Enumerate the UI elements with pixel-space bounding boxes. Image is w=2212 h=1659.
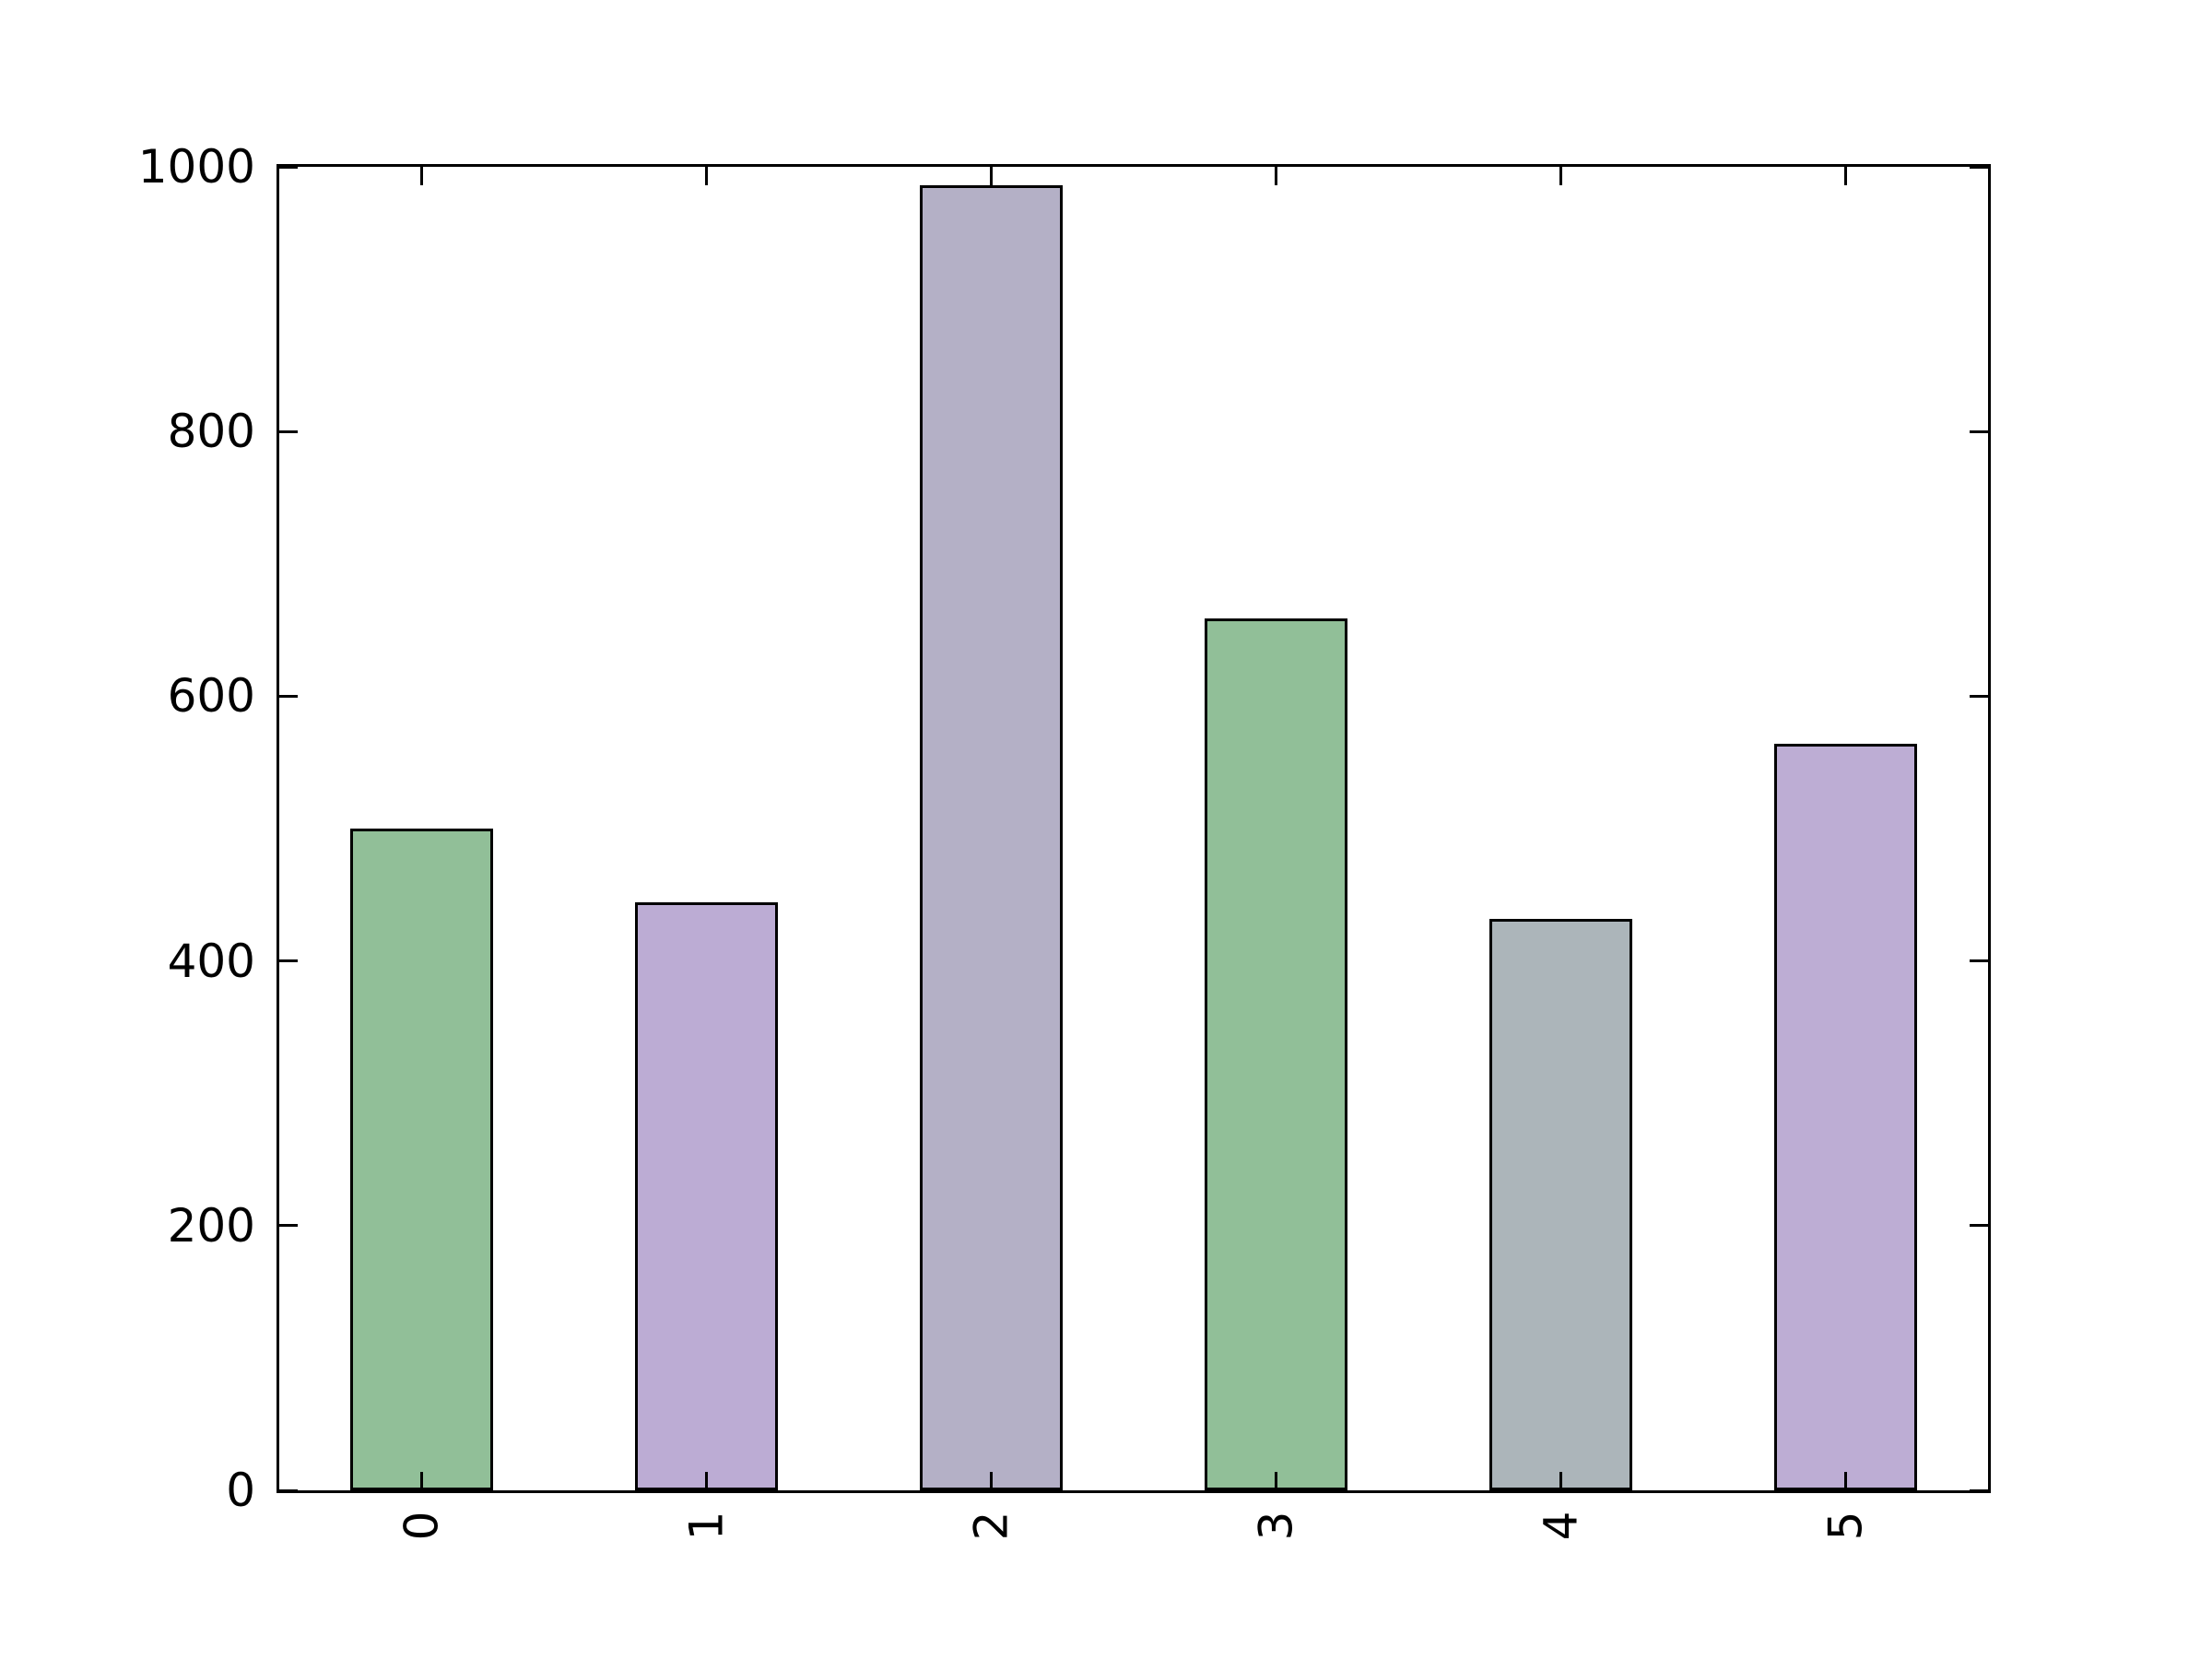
y-axis-tick-right: [1970, 165, 1988, 169]
x-tick-label: 4: [1524, 1488, 1598, 1562]
y-tick-label: 1000: [137, 140, 255, 194]
y-axis-tick-left: [279, 165, 298, 169]
plot-area: [276, 164, 1991, 1493]
y-axis-tick-right: [1970, 959, 1988, 963]
y-axis-tick-left: [279, 1488, 298, 1492]
y-tick-label: 800: [167, 405, 255, 459]
x-tick-label: 1: [670, 1488, 744, 1562]
bar-5: [1774, 744, 1917, 1490]
y-axis-tick-left: [279, 429, 298, 433]
bar-2: [920, 185, 1063, 1490]
y-axis-tick-right: [1970, 1224, 1988, 1228]
x-axis-tick-bottom: [1275, 1472, 1277, 1490]
x-tick-label: 2: [955, 1488, 1029, 1562]
bar-3: [1205, 618, 1347, 1490]
x-axis-tick-top: [420, 167, 423, 185]
bar-4: [1489, 919, 1632, 1490]
x-axis-tick-top: [705, 167, 708, 185]
y-tick-label: 200: [167, 1198, 255, 1253]
x-axis-tick-top: [1275, 167, 1277, 185]
y-axis-tick-left: [279, 694, 298, 698]
x-tick-label-text: 0: [394, 1511, 448, 1540]
x-axis-tick-bottom: [990, 1472, 993, 1490]
bar-1: [635, 902, 778, 1490]
x-tick-label: 0: [385, 1488, 459, 1562]
y-axis-tick-right: [1970, 1488, 1988, 1492]
x-tick-label-text: 1: [679, 1511, 733, 1540]
x-tick-label-text: 5: [1818, 1511, 1872, 1540]
y-axis-tick-right: [1970, 694, 1988, 698]
y-tick-label: 400: [167, 934, 255, 988]
x-tick-label: 3: [1240, 1488, 1313, 1562]
x-axis-tick-top: [990, 167, 993, 185]
y-axis-tick-left: [279, 1224, 298, 1228]
x-axis-tick-bottom: [1559, 1472, 1562, 1490]
bar-0: [350, 829, 493, 1490]
x-tick-label-text: 2: [964, 1511, 1018, 1540]
x-axis-tick-bottom: [705, 1472, 708, 1490]
x-axis-tick-top: [1559, 167, 1562, 185]
y-axis-tick-right: [1970, 429, 1988, 433]
y-tick-label: 0: [226, 1464, 255, 1517]
x-axis-tick-top: [1844, 167, 1847, 185]
x-axis-tick-bottom: [420, 1472, 423, 1490]
x-tick-label: 5: [1809, 1488, 1883, 1562]
y-axis-tick-left: [279, 959, 298, 963]
x-axis-tick-bottom: [1844, 1472, 1847, 1490]
y-tick-label: 600: [167, 669, 255, 724]
x-tick-label-text: 3: [1249, 1511, 1302, 1540]
x-tick-label-text: 4: [1534, 1511, 1587, 1540]
